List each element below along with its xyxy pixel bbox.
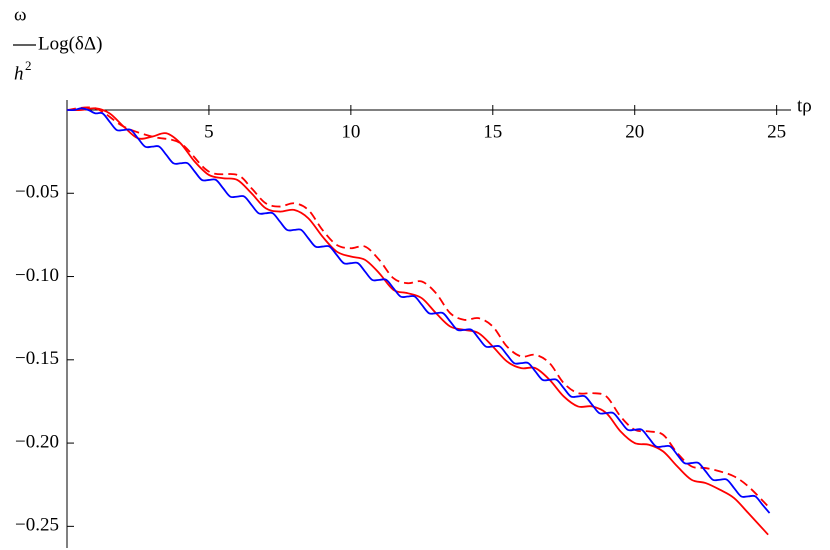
y-tick-label: −0.10 (15, 265, 59, 286)
y-label-text: Log(δΔ) (38, 33, 102, 54)
y-label-exponent: 2 (25, 58, 32, 73)
x-tick-label: 10 (341, 121, 360, 142)
x-label: tρ (797, 95, 812, 116)
y-tick-label: −0.20 (15, 431, 59, 452)
line (66, 107, 769, 536)
line (66, 107, 771, 514)
y-tick-label: −0.15 (15, 348, 59, 369)
y-tick-label: −0.05 (15, 182, 59, 203)
y-tick-label: −0.25 (15, 515, 59, 536)
x-tick-label: 25 (767, 121, 786, 142)
x-tick-label: 5 (204, 121, 214, 142)
y-label-numerator: ω (14, 4, 27, 25)
x-tick-label: 20 (625, 121, 644, 142)
dashed-line (66, 106, 769, 507)
y-label-denominator: h (14, 63, 24, 84)
x-tick-label: 15 (483, 121, 502, 142)
